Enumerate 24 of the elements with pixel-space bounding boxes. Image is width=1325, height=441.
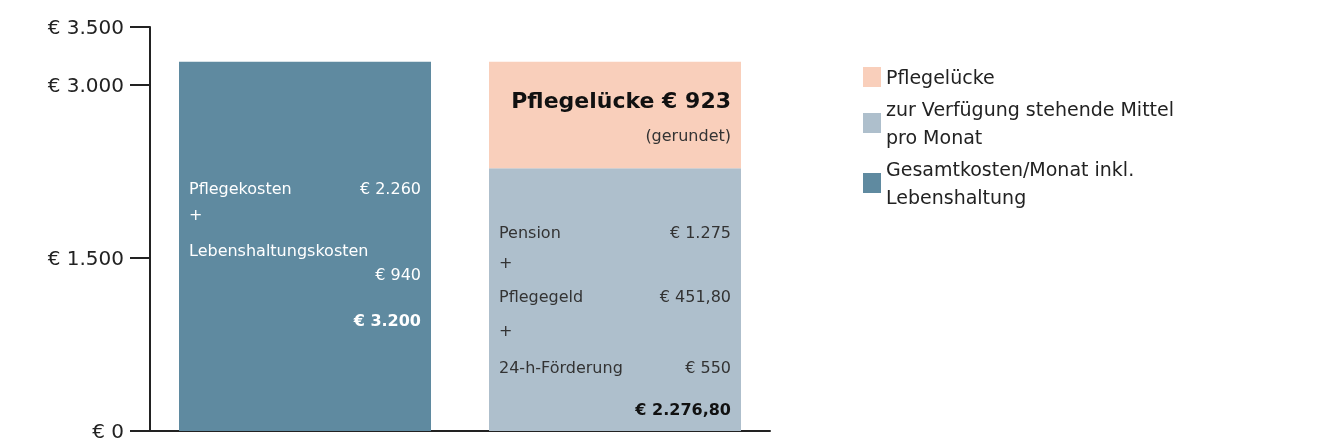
legend-label: zur Verfügung stehende Mittel pro Monat bbox=[886, 98, 1181, 148]
annotation: € 2.276,80 bbox=[634, 399, 731, 419]
annotation: Pflegekosten bbox=[189, 178, 292, 198]
annotation: Pflegegeld bbox=[499, 286, 584, 306]
annotation: + bbox=[499, 321, 513, 341]
y-tick-label: € 3.000 bbox=[47, 72, 124, 97]
annotation: Pension bbox=[499, 222, 561, 242]
annotation: Lebenshaltungskosten bbox=[189, 240, 369, 260]
y-tick-label: € 0 bbox=[92, 419, 124, 441]
annotation: € 940 bbox=[375, 265, 421, 285]
annotation: € 1.275 bbox=[669, 222, 731, 242]
y-tick-label: € 1.500 bbox=[47, 245, 124, 270]
annotation: Pflegelücke € 923 bbox=[511, 87, 731, 113]
legend-label: Pflegelücke bbox=[886, 66, 995, 88]
legend-label: Gesamtkosten/Monat inkl. Lebenshaltung bbox=[886, 158, 1141, 208]
annotation: + bbox=[499, 253, 513, 273]
annotation: + bbox=[189, 205, 203, 225]
y-tick-label: € 3.500 bbox=[47, 15, 124, 39]
annotation: € 550 bbox=[685, 357, 731, 377]
annotation: € 451,80 bbox=[659, 286, 731, 306]
annotation: € 3.200 bbox=[352, 311, 421, 331]
annotation: (gerundet) bbox=[645, 126, 731, 146]
annotation: 24-h-Förderung bbox=[499, 357, 623, 377]
annotation: € 2.260 bbox=[359, 178, 421, 198]
